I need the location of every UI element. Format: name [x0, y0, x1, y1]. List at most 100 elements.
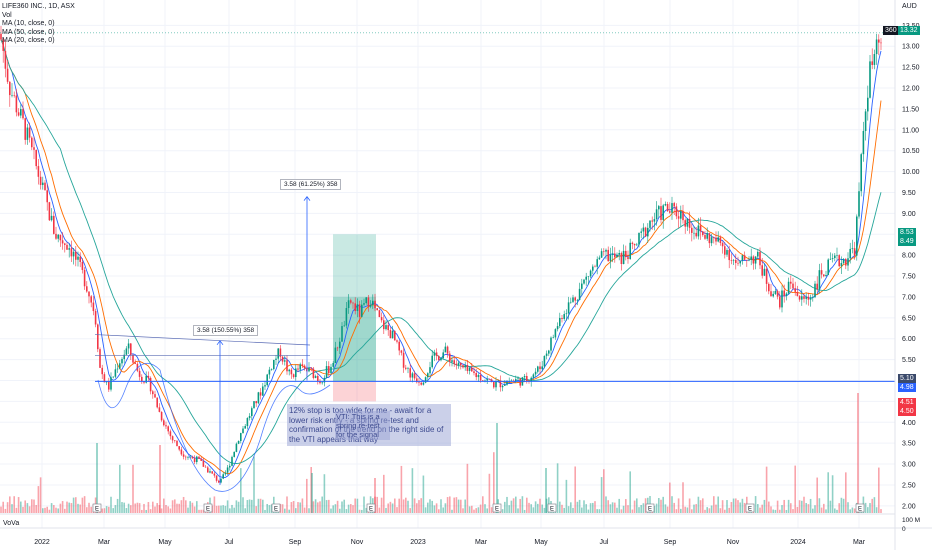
volume-bar	[666, 506, 669, 513]
candle-body	[187, 457, 189, 458]
candle-body	[405, 367, 407, 369]
measure-arrow-left	[216, 340, 224, 346]
candle-body	[114, 369, 117, 377]
volume-bar	[537, 503, 539, 513]
candle-body	[33, 147, 35, 150]
candle-body	[829, 258, 832, 260]
candle-body	[226, 467, 229, 473]
volume-bar	[493, 452, 495, 513]
volume-bar	[57, 508, 59, 513]
volume-bar	[457, 499, 460, 513]
volume-bar	[543, 507, 546, 513]
candle-body	[299, 364, 301, 370]
candle-body	[662, 205, 664, 220]
volume-bar	[138, 503, 141, 513]
candle-body	[559, 317, 561, 327]
volume-bar	[838, 503, 840, 513]
grid	[0, 0, 895, 528]
candle-body	[790, 281, 792, 284]
volume-bar	[475, 508, 477, 513]
candle-body	[453, 360, 455, 364]
volume-bar	[607, 500, 609, 513]
candle-body	[693, 232, 695, 234]
earnings-marker	[547, 503, 557, 513]
candle-body	[627, 257, 629, 260]
volume-bar	[123, 502, 125, 513]
volume-bar	[556, 463, 559, 513]
volume-bar	[732, 498, 735, 513]
volume-bar	[44, 507, 46, 513]
x-tick-label: 2022	[34, 539, 50, 546]
volume-bar	[400, 465, 403, 513]
candle-body	[603, 251, 605, 252]
candle-body	[46, 190, 48, 203]
indicator-legend[interactable]: LIFE360 INC., 1D, ASX Vol MA (10, close,…	[2, 3, 75, 46]
volume-bar	[83, 496, 86, 513]
candle-body	[499, 380, 502, 388]
candle-body	[288, 369, 290, 372]
volume-bar	[737, 500, 739, 513]
candle-body	[647, 227, 649, 237]
candle-body	[737, 262, 739, 264]
volume-bar	[389, 501, 392, 513]
volume-bar	[563, 507, 565, 513]
candle-body	[792, 283, 794, 289]
candle-body	[64, 243, 66, 245]
candle-body	[581, 283, 583, 289]
candle-body	[264, 385, 266, 387]
volume-bar	[110, 496, 112, 513]
candle-body	[233, 451, 235, 457]
volume-bar	[611, 502, 614, 513]
candle-body	[697, 225, 700, 237]
volume-bar	[301, 498, 304, 513]
volume-bar	[581, 507, 583, 513]
volume-bar	[6, 502, 9, 513]
candle-body	[167, 426, 169, 432]
volume-bar	[112, 508, 114, 513]
volume-bar	[875, 507, 878, 513]
volume-bar	[251, 499, 253, 513]
volume-bar	[530, 504, 532, 513]
volume-bar	[521, 496, 524, 513]
candle-body	[684, 220, 686, 227]
candle-body	[455, 363, 458, 366]
candle-body	[367, 297, 370, 307]
candle-body	[669, 211, 671, 213]
volume-bar	[46, 506, 48, 513]
volume-bar	[464, 499, 466, 513]
candle-body	[303, 365, 306, 369]
volume-bar	[189, 501, 191, 513]
candle-body	[68, 248, 70, 250]
candle-body	[277, 348, 279, 359]
volume-bar	[284, 508, 286, 513]
volume-bar	[191, 502, 194, 513]
volume-bar	[625, 499, 627, 513]
volume-bar	[391, 503, 394, 513]
volume-bar	[496, 423, 498, 513]
candle-body	[607, 249, 609, 262]
volume-bar	[605, 496, 607, 513]
volume-bar	[873, 497, 876, 513]
candle-body	[446, 346, 449, 354]
candle-body	[673, 203, 675, 207]
candle-body	[314, 376, 317, 378]
volume-bar	[644, 498, 647, 513]
volume-tick-label: 100 M	[902, 517, 920, 524]
candle-body	[286, 360, 288, 372]
stop-tag-a: 4.51	[898, 398, 916, 407]
volume-bar	[130, 505, 132, 513]
candle-body	[565, 313, 568, 315]
volume-bar	[53, 505, 55, 513]
x-tick-label: 2024	[790, 539, 806, 546]
volume-bar	[783, 499, 785, 513]
candle-body	[125, 348, 128, 355]
volume-bar	[506, 496, 508, 513]
volume-bar	[303, 507, 306, 513]
candle-body	[215, 475, 218, 481]
candle-body	[576, 299, 579, 301]
volume-bar	[165, 504, 167, 513]
candle-body	[774, 290, 777, 294]
volume-bar	[878, 467, 880, 513]
candle-body	[812, 297, 814, 298]
